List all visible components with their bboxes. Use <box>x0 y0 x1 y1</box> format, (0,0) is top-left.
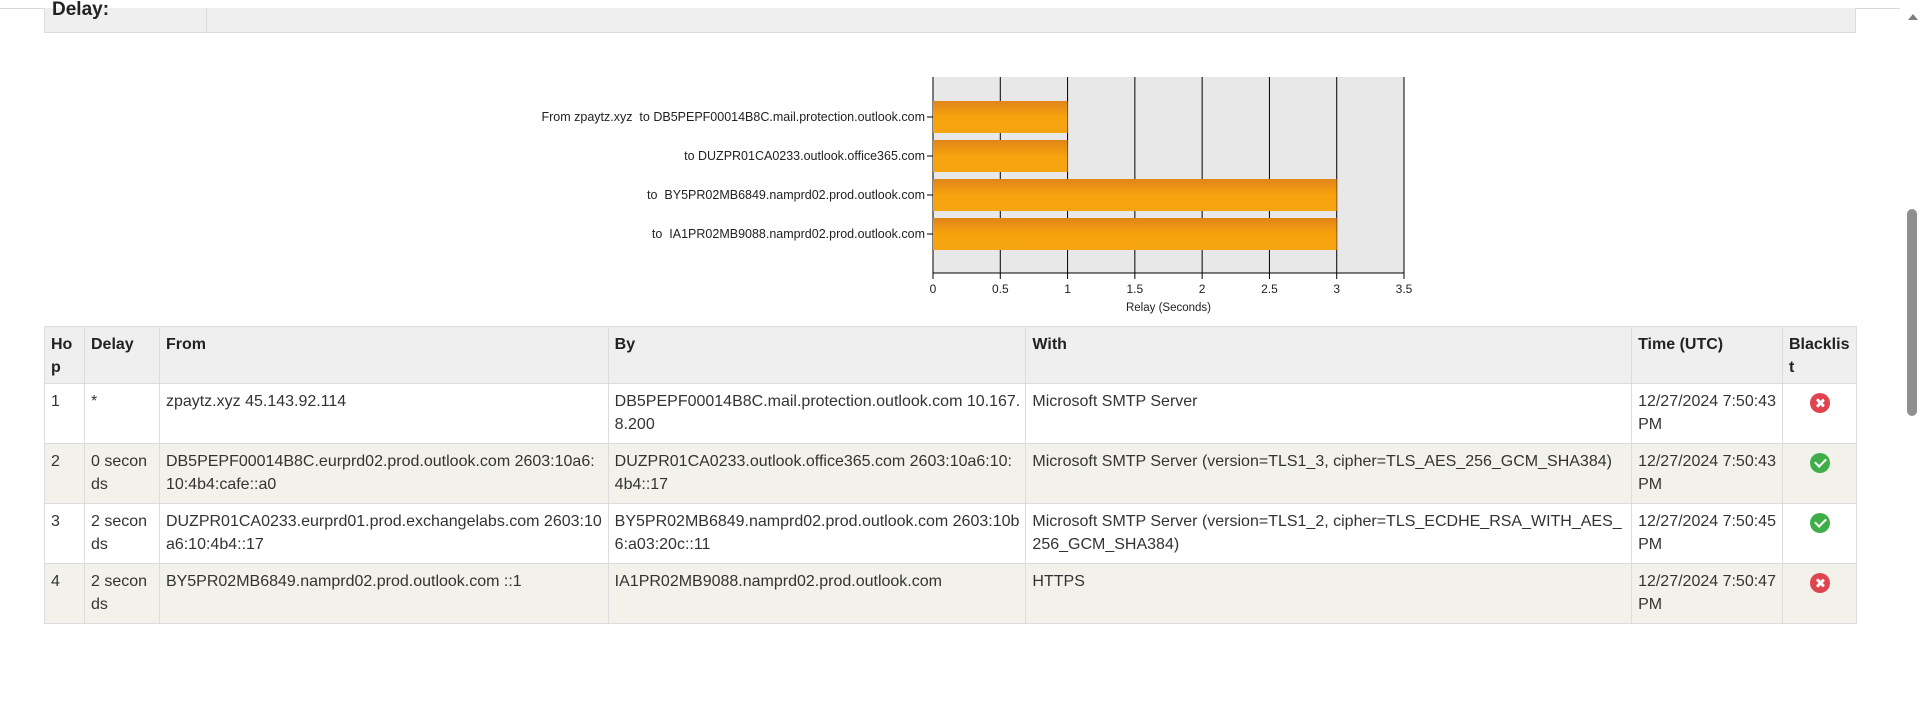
cell-hop: 4 <box>44 563 85 624</box>
bar <box>933 101 1068 133</box>
bar <box>933 179 1337 211</box>
delay-label-cell: Delay: <box>45 0 207 32</box>
x-tick-label: 2 <box>1199 282 1206 296</box>
x-tick-label: 3.5 <box>1396 282 1413 296</box>
cell-blacklist <box>1781 503 1858 564</box>
x-icon[interactable] <box>1809 573 1830 593</box>
cell-hop: 3 <box>44 503 85 564</box>
cell-by: DUZPR01CA0233.outlook.office365.com 2603… <box>607 443 1027 504</box>
check-icon[interactable] <box>1809 453 1830 473</box>
cell-with: Microsoft SMTP Server (version=TLS1_2, c… <box>1025 503 1633 564</box>
cell-hop: 1 <box>44 383 85 444</box>
cell-hop: 2 <box>44 443 85 504</box>
check-icon[interactable] <box>1809 513 1830 533</box>
cell-time: 12/27/2024 7:50:47 PM <box>1631 563 1783 624</box>
cell-from: zpaytz.xyz 45.143.92.114 <box>158 383 609 444</box>
cell-with: HTTPS <box>1025 563 1633 624</box>
relay-chart-svg: 0 0.5 1 1.5 2 2.5 3 3.5 From zpaytz.xyz to DB5PE… <box>542 77 1413 314</box>
bar <box>933 140 1068 172</box>
cell-time: 12/27/2024 7:50:43 PM <box>1631 443 1783 504</box>
scroll-up-arrow-icon[interactable] <box>1908 14 1918 20</box>
cell-from: BY5PR02MB6849.namprd02.prod.outlook.com … <box>158 563 609 624</box>
cell-time: 12/27/2024 7:50:43 PM <box>1631 383 1783 444</box>
header-blacklist[interactable]: Blacklist <box>1781 326 1858 384</box>
table-header-row: Hop Delay From By With Time (UTC) Blackl… <box>44 326 1858 384</box>
header-delay[interactable]: Delay <box>83 326 160 384</box>
cell-delay: 2 seconds <box>83 563 160 624</box>
header-hop[interactable]: Hop <box>44 326 85 384</box>
x-tick-label: 2.5 <box>1261 282 1278 296</box>
cell-delay: 2 seconds <box>83 503 160 564</box>
x-icon[interactable] <box>1809 393 1830 413</box>
cell-by: BY5PR02MB6849.namprd02.prod.outlook.com … <box>607 503 1027 564</box>
y-tick-label: to DUZPR01CA0233.outlook.office365.com <box>684 149 925 163</box>
cell-from: DUZPR01CA0233.eurprd01.prod.exchangelabs… <box>158 503 609 564</box>
table-row: 4 2 seconds BY5PR02MB6849.namprd02.prod.… <box>44 563 1858 624</box>
table-row: 2 0 seconds DB5PEPF00014B8C.eurprd02.pro… <box>44 443 1858 504</box>
cell-delay: * <box>83 383 160 444</box>
vertical-scrollbar[interactable] <box>1904 0 1920 704</box>
cell-blacklist <box>1781 383 1858 444</box>
cell-blacklist <box>1781 443 1858 504</box>
y-tick-label: to IA1PR02MB9088.namprd02.prod.outlook.c… <box>652 227 925 241</box>
cell-delay: 0 seconds <box>83 443 160 504</box>
y-tick-label: From zpaytz.xyz to DB5PEPF00014B8C.mail.… <box>542 110 926 124</box>
x-tick-label: 1 <box>1064 282 1071 296</box>
table-row: 1 * zpaytz.xyz 45.143.92.114 DB5PEPF0001… <box>44 383 1858 444</box>
x-tick-label: 3 <box>1333 282 1340 296</box>
cell-time: 12/27/2024 7:50:45 PM <box>1631 503 1783 564</box>
header-by[interactable]: By <box>607 326 1027 384</box>
x-axis-label: Relay (Seconds) <box>1126 302 1211 314</box>
cell-by: IA1PR02MB9088.namprd02.prod.outlook.com <box>607 563 1027 624</box>
x-tick-label: 0 <box>930 282 937 296</box>
bar <box>933 218 1337 250</box>
x-tick-label: 1.5 <box>1127 282 1144 296</box>
delay-label: Delay: <box>52 0 110 20</box>
scrollbar-thumb[interactable] <box>1907 209 1917 416</box>
cell-blacklist <box>1781 563 1858 624</box>
x-tick-label: 0.5 <box>992 282 1009 296</box>
table-row: 3 2 seconds DUZPR01CA0233.eurprd01.prod.… <box>44 503 1858 564</box>
header-from[interactable]: From <box>158 326 609 384</box>
cell-with: Microsoft SMTP Server <box>1025 383 1633 444</box>
delay-row: Delay: <box>44 0 1856 33</box>
y-tick-label: to BY5PR02MB6849.namprd02.prod.outlook.c… <box>647 188 925 202</box>
relay-delay-chart: 0 0.5 1 1.5 2 2.5 3 3.5 From zpaytz.xyz to DB5PE… <box>500 70 1440 320</box>
header-time[interactable]: Time (UTC) <box>1631 326 1783 384</box>
received-hops-table: Hop Delay From By With Time (UTC) Blackl… <box>44 326 1858 624</box>
cell-with: Microsoft SMTP Server (version=TLS1_3, c… <box>1025 443 1633 504</box>
cell-from: DB5PEPF00014B8C.eurprd02.prod.outlook.co… <box>158 443 609 504</box>
header-with[interactable]: With <box>1025 326 1633 384</box>
cell-by: DB5PEPF00014B8C.mail.protection.outlook.… <box>607 383 1027 444</box>
